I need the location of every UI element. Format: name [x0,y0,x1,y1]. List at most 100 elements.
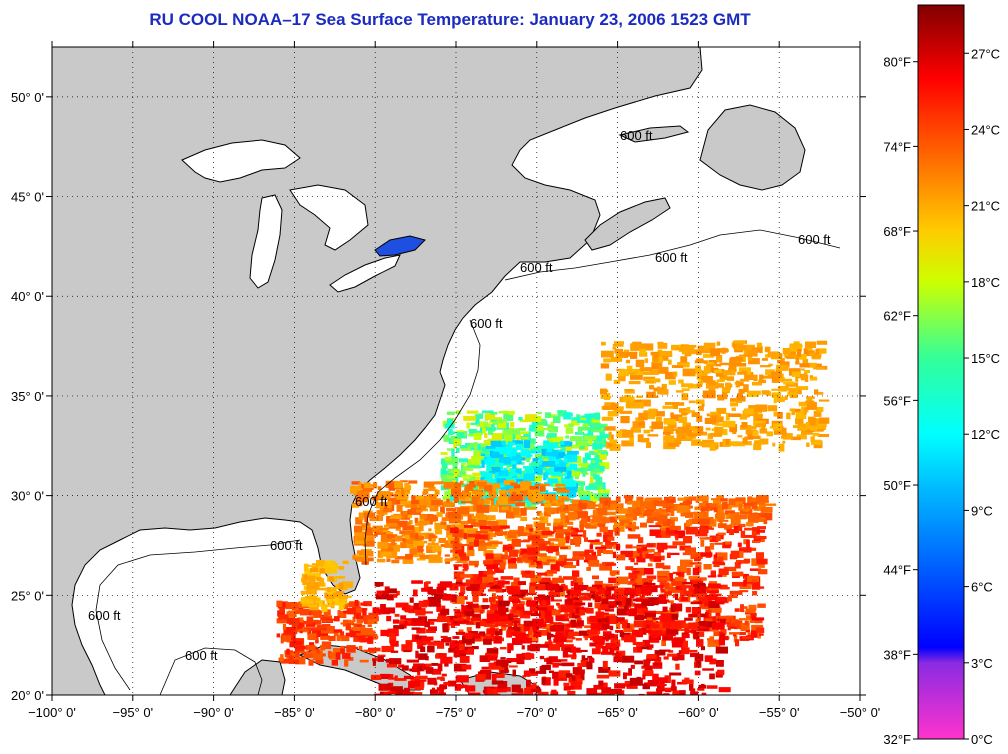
sst-pixel [633,620,646,628]
sst-pixel [474,483,478,492]
sst-pixel [416,509,423,513]
sst-pixel [310,567,319,573]
sst-pixel [711,622,725,630]
sst-pixel [502,440,506,447]
sst-pixel [548,633,554,637]
sst-pixel [780,359,784,362]
sst-pixel [710,432,722,437]
sst-pixel [749,547,757,551]
sst-pixel [367,636,374,644]
sst-pixel [715,363,722,367]
sst-pixel [745,429,753,435]
sst-pixel [416,627,426,634]
sst-pixel [418,653,428,660]
sst-pixel [711,498,723,501]
sst-pixel [597,624,608,631]
sst-pixel [432,545,442,553]
sst-pixel [459,643,465,650]
sst-pixel [647,644,654,649]
sst-pixel [511,455,522,462]
sst-pixel [304,627,315,631]
sst-pixel [679,590,685,599]
sst-pixel [725,382,731,390]
sst-pixel [729,358,737,367]
sst-pixel [560,440,565,445]
sst-pixel [441,517,451,521]
sst-pixel [473,449,482,458]
sst-pixel [372,482,378,489]
sst-pixel [492,673,497,682]
sst-pixel [494,531,508,536]
sst-pixel [632,546,642,549]
sst-pixel [669,525,681,531]
sst-pixel [525,654,535,659]
sst-pixel [456,432,467,439]
sst-pixel [682,582,693,585]
sst-pixel [354,600,359,607]
sst-pixel [317,563,327,566]
sst-pixel [475,622,481,629]
sst-pixel [615,496,621,503]
sst-pixel [282,624,287,630]
isobath-600ft-gulf-loop [159,647,263,695]
sst-pixel [662,606,668,613]
sst-pixel [455,676,469,683]
sst-pixel [349,628,354,635]
sst-pixel [556,561,567,567]
sst-pixel [563,480,576,487]
sst-pixel [444,491,448,495]
sst-pixel [702,354,715,358]
sst-pixel [425,496,430,500]
sst-pixel [594,596,602,602]
sst-pixel [792,371,800,377]
sst-pixel [401,644,413,652]
sst-pixel [466,422,470,429]
sst-pixel [563,565,577,569]
sst-pixel [817,434,830,437]
sst-pixel [697,614,701,621]
isobath-label: 600 ft [655,250,688,265]
sst-pixel [627,581,632,585]
sst-pixel [566,598,573,605]
sst-pixel [545,498,552,504]
sst-pixel [782,348,791,354]
sst-pixel [599,526,608,533]
sst-pixel [815,406,824,412]
map-area[interactable]: 600 ft 600 ft 600 ft 600 ft 600 ft 600 f… [52,47,860,702]
sst-pixel [629,677,643,686]
sst-pixel [591,584,603,590]
sst-pixel [523,492,530,501]
sst-pixel [490,632,494,639]
sst-pixel [743,558,751,564]
sst-pixel [644,498,658,502]
sst-pixel [595,451,609,456]
sst-pixel [406,542,415,548]
sst-pixel [685,522,692,526]
sst-pixel [521,557,527,562]
sst-pixel [601,517,610,524]
sst-pixel [486,564,499,570]
sst-pixel [752,382,762,386]
sst-pixel [614,653,621,659]
sst-pixel [669,572,673,581]
sst-pixel [773,396,777,404]
sst-pixel [510,611,520,616]
sst-pixel [753,374,758,382]
sst-pixel [537,599,541,603]
sst-pixel [355,555,365,557]
sst-pixel [306,582,319,591]
sst-pixel [616,430,626,438]
sst-pixel [333,616,340,622]
sst-pixel [609,570,620,575]
sst-pixel [441,638,452,643]
sst-pixel [594,493,603,499]
sst-pixel [468,560,479,566]
sst-pixel [601,651,611,655]
colorbar: 0°C3°C6°C9°C12°C15°C18°C21°C24°C27°C32°F… [883,4,1000,747]
sst-pixel [564,521,574,525]
sst-pixel [462,635,475,644]
sst-pixel [343,610,349,614]
sst-pixel [484,454,495,458]
sst-pixel [554,460,566,468]
sst-pixel [686,424,691,428]
